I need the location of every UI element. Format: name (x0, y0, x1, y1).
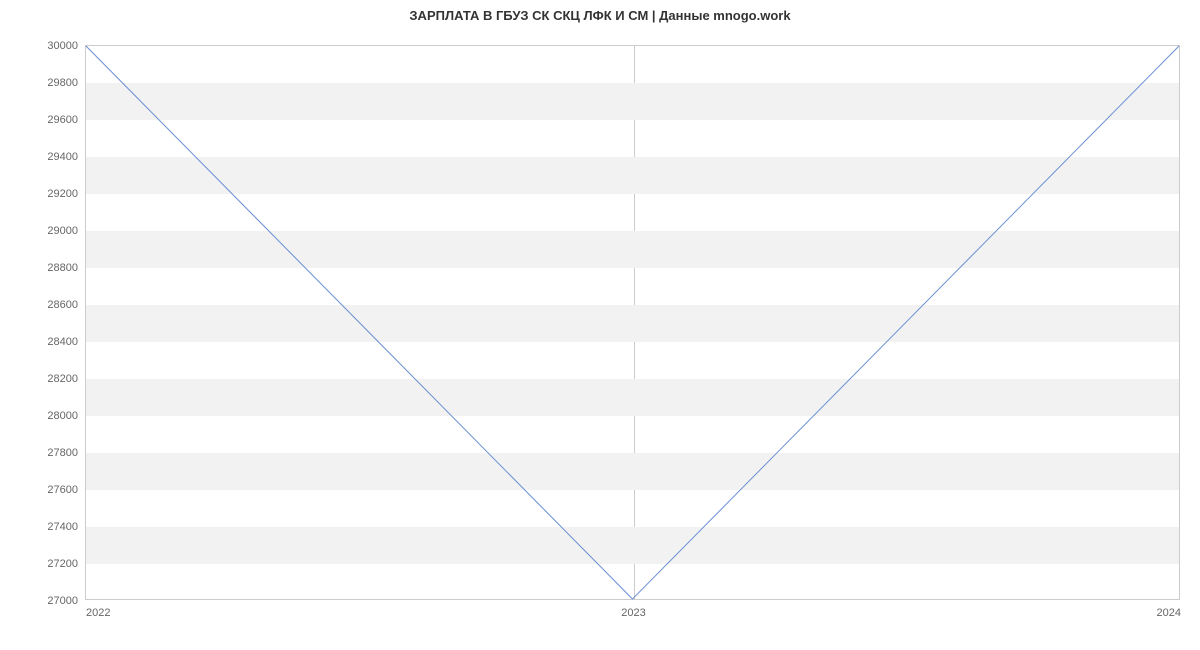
y-axis-label: 27600 (47, 484, 78, 496)
x-axis-label: 2024 (1157, 607, 1181, 619)
chart-container: 2700027200274002760027800280002820028400… (85, 45, 1180, 600)
y-axis-label: 28800 (47, 262, 78, 274)
x-axis-label: 2023 (621, 607, 645, 619)
y-axis-label: 27200 (47, 558, 78, 570)
y-axis-label: 29200 (47, 188, 78, 200)
y-axis-label: 28600 (47, 299, 78, 311)
y-axis-label: 29600 (47, 114, 78, 126)
y-axis-label: 29400 (47, 151, 78, 163)
y-axis-label: 27400 (47, 521, 78, 533)
y-axis-label: 28400 (47, 336, 78, 348)
y-axis-label: 28200 (47, 373, 78, 385)
y-axis-label: 30000 (47, 40, 78, 52)
chart-title: ЗАРПЛАТА В ГБУЗ СК СКЦ ЛФК И СМ | Данные… (0, 8, 1200, 23)
y-axis-label: 28000 (47, 410, 78, 422)
x-axis-label: 2022 (86, 607, 110, 619)
plot-area: 2700027200274002760027800280002820028400… (85, 45, 1180, 600)
y-axis-label: 29000 (47, 225, 78, 237)
y-axis-label: 29800 (47, 77, 78, 89)
y-axis-label: 27000 (47, 595, 78, 607)
y-axis-label: 27800 (47, 447, 78, 459)
line-series (86, 46, 1179, 599)
